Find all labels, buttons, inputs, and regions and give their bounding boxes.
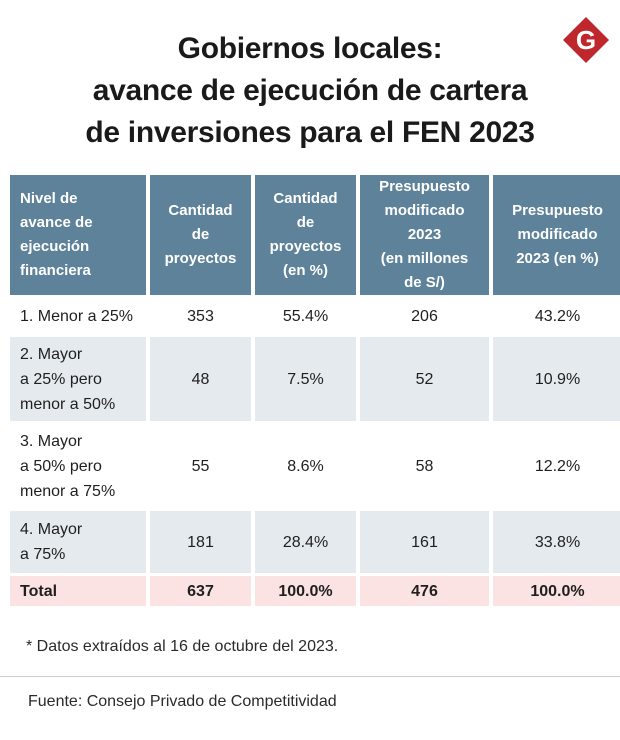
table-header-row: Nivel de avance de ejecución financiera … [10, 175, 620, 295]
cell-presupuesto: 58 [415, 457, 434, 475]
header-presupuesto: Presupuesto modificado 2023 (en millones… [360, 175, 489, 295]
cell-total-cantidad-pct: 100.0% [255, 576, 356, 606]
footnote: * Datos extraídos al 16 de octubre del 2… [26, 638, 339, 655]
header-cantidad-pct: Cantidad de proyectos (en %) [255, 175, 356, 295]
cell-cantidad: 48 [150, 337, 251, 421]
title-line-2: avance de ejecución de cartera [92, 74, 528, 107]
cell-nivel: 4. Mayor a 75% [10, 511, 146, 573]
table-total-row: Total 637 100.0% 476 100.0% [10, 576, 620, 606]
cell-presupuesto-pct: 43.2% [534, 307, 581, 325]
cell-presupuesto-pct: 10.9% [493, 337, 620, 421]
cell-presupuesto: 52 [360, 337, 489, 421]
cell-total-presupuesto-pct: 100.0% [493, 576, 620, 606]
table-row: 2. Mayor a 25% pero menor a 50% 48 7.5% … [10, 337, 620, 421]
cell-cantidad: 181 [150, 511, 251, 573]
header-nivel: Nivel de avance de ejecución financiera [10, 175, 146, 295]
cell-cantidad-pct: 55.4% [282, 307, 329, 325]
title-line-1: Gobiernos locales: [177, 32, 443, 65]
cell-presupuesto-pct: 33.8% [493, 511, 620, 573]
cell-cantidad-pct: 7.5% [255, 337, 356, 421]
cell-nivel: 2. Mayor a 25% pero menor a 50% [10, 337, 146, 421]
cell-presupuesto: 206 [411, 307, 438, 325]
table-row: 3. Mayor a 50% pero menor a 75% 55 8.6% … [10, 424, 620, 508]
page-title: Gobiernos locales: avance de ejecución d… [0, 28, 620, 154]
cell-total-presupuesto: 476 [360, 576, 489, 606]
cell-cantidad: 353 [187, 307, 214, 325]
investment-table: Nivel de avance de ejecución financiera … [6, 172, 620, 609]
cell-presupuesto: 161 [360, 511, 489, 573]
divider [0, 676, 620, 677]
cell-nivel: 3. Mayor a 50% pero menor a 75% [20, 432, 116, 500]
logo-letter: G [576, 25, 596, 55]
header-cantidad: Cantidad de proyectos [150, 175, 251, 295]
cell-presupuesto-pct: 12.2% [534, 457, 581, 475]
cell-cantidad-pct: 8.6% [287, 457, 324, 475]
title-line-3: de inversiones para el FEN 2023 [85, 116, 535, 149]
table-row: 1. Menor a 25% 353 55.4% 206 43.2% [10, 298, 620, 334]
header-presupuesto-pct: Presupuesto modificado 2023 (en %) [493, 175, 620, 295]
gestion-logo-icon: G [563, 17, 609, 63]
cell-cantidad: 55 [191, 457, 210, 475]
cell-nivel: 1. Menor a 25% [20, 307, 133, 325]
source-credit: Fuente: Consejo Privado de Competitivida… [28, 693, 337, 710]
table-row: 4. Mayor a 75% 181 28.4% 161 33.8% [10, 511, 620, 573]
cell-total-label: Total [10, 576, 146, 606]
cell-cantidad-pct: 28.4% [255, 511, 356, 573]
cell-total-cantidad: 637 [150, 576, 251, 606]
